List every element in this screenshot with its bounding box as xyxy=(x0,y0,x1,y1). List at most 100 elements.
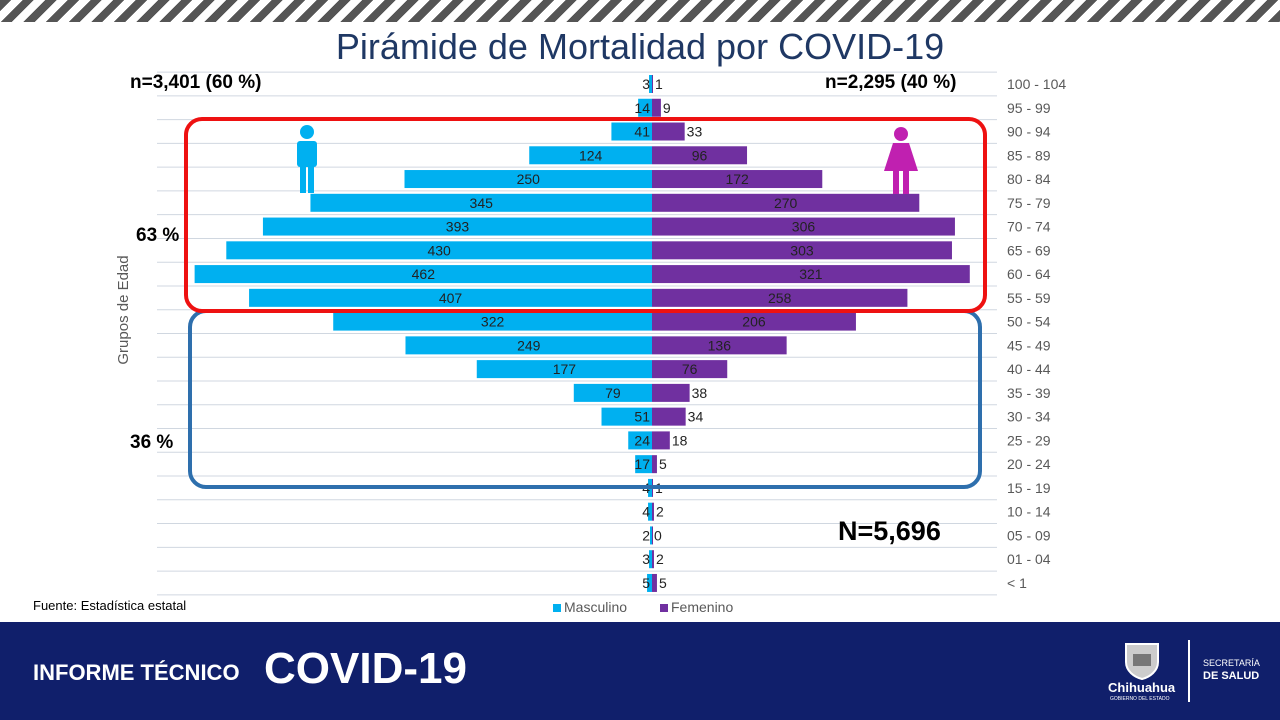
dept-line1: SECRETARÍA xyxy=(1203,658,1260,668)
male-value-label: 14 xyxy=(634,100,650,116)
bar-female xyxy=(652,360,728,379)
female-value-label: 9 xyxy=(663,100,671,116)
bar-female xyxy=(652,146,748,165)
bar-male xyxy=(649,75,652,93)
female-value-label: 2 xyxy=(656,504,664,520)
female-value-label: 0 xyxy=(654,527,662,543)
bar-male xyxy=(333,312,652,331)
female-value-label: 321 xyxy=(799,266,823,282)
bar-male xyxy=(647,573,652,592)
age-tick-label: 85 - 89 xyxy=(1007,147,1051,163)
male-value-label: 250 xyxy=(517,171,541,187)
age-tick-label: < 1 xyxy=(1007,575,1027,591)
legend-male: Masculino xyxy=(553,599,627,615)
dept-line2: DE SALUD xyxy=(1203,670,1260,682)
bar-female xyxy=(652,288,908,307)
male-value-label: 430 xyxy=(427,242,451,258)
age-tick-label: 100 - 104 xyxy=(1007,76,1066,92)
female-value-label: 18 xyxy=(672,432,688,448)
female-value-label: 76 xyxy=(682,361,698,377)
bar-male xyxy=(573,383,652,402)
bar-female xyxy=(652,122,685,141)
legend-female: Femenino xyxy=(660,599,733,615)
bar-female xyxy=(652,312,856,331)
age-tick-label: 65 - 69 xyxy=(1007,242,1051,258)
bar-female xyxy=(652,502,654,521)
bar-female xyxy=(652,336,787,355)
footer-banner: INFORME TÉCNICO COVID-19 Chihuahua GOBIE… xyxy=(0,622,1280,720)
male-value-label: 322 xyxy=(481,314,505,330)
male-value-label: 462 xyxy=(412,266,436,282)
bar-male xyxy=(249,288,652,307)
age-tick-label: 20 - 24 xyxy=(1007,456,1051,472)
male-value-label: 51 xyxy=(634,409,650,425)
female-value-label: 136 xyxy=(708,337,732,353)
male-value-label: 345 xyxy=(470,195,494,211)
highlight-box-high xyxy=(184,117,987,313)
bar-female xyxy=(652,573,657,592)
bar-male xyxy=(476,360,652,379)
bar-male xyxy=(648,502,652,521)
bar-male xyxy=(635,455,652,474)
bar-female xyxy=(652,98,661,117)
age-tick-label: 25 - 29 xyxy=(1007,432,1051,448)
age-tick-label: 35 - 39 xyxy=(1007,385,1051,401)
pct-high: 63 % xyxy=(136,225,180,246)
age-tick-label: 40 - 44 xyxy=(1007,361,1051,377)
bar-male xyxy=(405,336,652,355)
gov-name: Chihuahua xyxy=(1108,680,1176,695)
female-value-label: 96 xyxy=(692,147,708,163)
female-value-label: 306 xyxy=(792,219,816,235)
bar-male xyxy=(649,550,652,569)
female-value-label: 206 xyxy=(742,314,766,330)
bar-female xyxy=(652,170,823,189)
gov-sub: GOBIERNO DEL ESTADO xyxy=(1110,696,1170,702)
age-tick-label: 15 - 19 xyxy=(1007,480,1051,496)
male-value-label: 41 xyxy=(634,124,650,140)
bar-male xyxy=(262,217,652,236)
age-tick-label: 95 - 99 xyxy=(1007,100,1051,116)
female-value-label: 2 xyxy=(656,551,664,567)
bar-female xyxy=(652,193,920,212)
female-value-label: 5 xyxy=(659,456,667,472)
source-note: Fuente: Estadística estatal xyxy=(33,598,187,613)
page-title: Pirámide de Mortalidad por COVID-19 xyxy=(335,26,945,67)
bar-female xyxy=(652,241,952,260)
divider xyxy=(1188,640,1190,702)
age-tick-label: 30 - 34 xyxy=(1007,409,1051,425)
female-value-label: 270 xyxy=(774,195,798,211)
age-tick-label: 01 - 04 xyxy=(1007,551,1051,567)
shield-logo-icon xyxy=(1125,643,1159,680)
male-icon xyxy=(297,125,317,193)
bar-female xyxy=(652,407,686,426)
male-value-label: 3 xyxy=(642,76,650,92)
bar-female xyxy=(652,455,657,474)
male-value-label: 124 xyxy=(579,147,603,163)
age-tick-label: 05 - 09 xyxy=(1007,527,1051,543)
bar-male xyxy=(310,193,652,212)
female-value-label: 5 xyxy=(659,575,667,591)
bar-female xyxy=(652,550,654,569)
female-total: n=2,295 (40 %) xyxy=(825,72,957,93)
female-value-label: 34 xyxy=(688,409,704,425)
male-value-label: 393 xyxy=(446,219,470,235)
male-value-label: 5 xyxy=(642,575,650,591)
age-tick-label: 90 - 94 xyxy=(1007,124,1051,140)
male-value-label: 2 xyxy=(642,527,650,543)
bar-female xyxy=(652,217,955,236)
grand-total: N=5,696 xyxy=(838,516,941,546)
male-value-label: 3 xyxy=(642,551,650,567)
male-value-label: 177 xyxy=(553,361,577,377)
male-value-label: 407 xyxy=(439,290,463,306)
age-tick-label: 45 - 49 xyxy=(1007,337,1051,353)
bar-female xyxy=(652,431,670,450)
report-brand: COVID-19 xyxy=(264,644,467,693)
female-icon xyxy=(884,127,918,194)
bar-male xyxy=(226,241,653,260)
male-value-label: 24 xyxy=(634,432,650,448)
y-axis-label: Grupos de Edad xyxy=(115,255,132,364)
bar-male xyxy=(638,98,652,117)
bar-male xyxy=(601,407,652,426)
report-label: INFORME TÉCNICO xyxy=(33,660,240,685)
